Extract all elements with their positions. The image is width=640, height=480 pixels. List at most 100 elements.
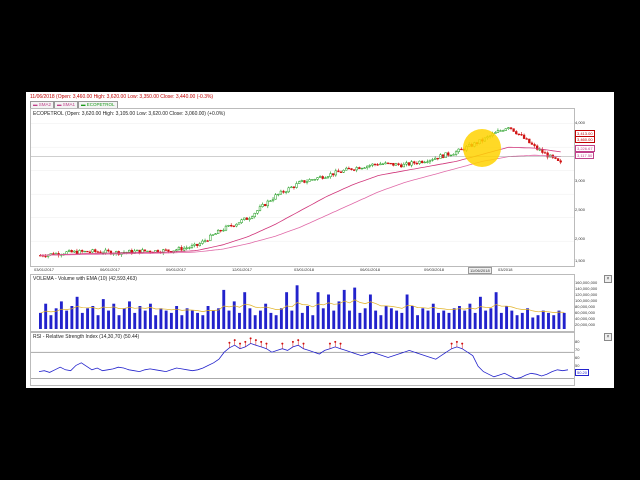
candle [70,250,73,253]
rsi-panel[interactable]: RSI - Relative Strength Index (14,30,70)… [30,332,575,386]
candle [256,210,259,214]
volume-tick: 160,000,000 [575,280,598,285]
candle [292,186,296,188]
candle [107,249,110,252]
candle [352,169,356,171]
price-panel[interactable]: ECOPETROL (Open: 3,620.00 High: 3,105.00… [30,108,575,267]
candle [452,154,455,156]
candle [258,206,262,211]
candle [316,177,319,180]
candle [214,233,217,235]
candle [224,225,228,231]
volume-bar [541,310,545,329]
volume-bar [112,303,116,329]
candle [407,162,411,166]
candle [284,191,288,193]
candle [449,154,453,157]
rsi-signal-marker [254,339,257,342]
candle [67,250,71,252]
rsi-signal-marker [228,341,231,344]
volume-bar [269,312,273,329]
volume-bar [274,315,278,329]
volume-bar [395,310,399,329]
candle [350,168,353,170]
volume-bar [211,310,215,329]
volume-bar [478,296,482,329]
ohlc-readout: 11/06/2018 (Open: 3,460.00 High: 3,620.0… [30,94,214,100]
candle [143,249,147,252]
volume-bar [128,301,131,329]
candle [355,167,358,171]
candle [423,161,426,164]
candle [185,247,188,249]
volume-bar [49,315,53,329]
candle [517,133,521,135]
volume-bar [196,312,200,329]
candle [454,151,458,155]
volume-close-icon[interactable]: × [604,275,612,283]
candle [78,250,81,255]
volume-bar [238,312,241,329]
candle [201,240,204,244]
volume-bar [101,299,105,329]
date-label: 06/01/2018 [360,267,381,272]
candle [303,180,306,183]
candle [245,217,249,220]
volume-bar [473,312,477,329]
volume-bar [201,315,205,329]
volume-bar [547,312,550,329]
candle [148,250,152,253]
candle [410,161,413,166]
volume-bar [138,306,142,329]
volume-panel[interactable]: VOLEMA - Volume with EMA (10) (42,593,46… [30,274,575,332]
volume-bar [526,308,529,329]
candle [138,249,141,254]
volume-bar [180,315,184,329]
candle [311,179,314,181]
candle [198,243,201,246]
volume-bar [253,315,257,329]
candle [504,128,507,131]
volume-chart[interactable] [31,275,574,331]
candle [536,145,539,150]
candle [305,181,309,183]
candle [559,160,562,163]
price-tick: 2,500 [575,207,586,212]
candle [447,152,450,156]
rsi-close-icon[interactable]: × [604,333,612,341]
volume-bar [494,292,498,329]
rsi-chart[interactable] [31,333,574,385]
candle [426,161,429,163]
volume-bar [536,315,540,329]
candle [386,162,390,164]
volume-bar [311,315,315,329]
candle [358,167,361,170]
candle [86,250,89,253]
candle [75,250,79,255]
candle [528,138,531,144]
date-label: 03/01/2018 [294,267,315,272]
candle [261,204,264,207]
candle [389,162,392,165]
tab-sma1-label: SMA1 [62,102,76,107]
candle [99,251,102,254]
volume-bar [279,308,283,329]
candle [525,138,528,140]
volume-bar [122,308,126,329]
candle [128,249,131,253]
candle [146,250,149,253]
candle [180,247,183,251]
volume-bar [290,310,294,329]
candle [318,176,322,178]
volume-axis: 160,000,000 140,000,000 120,000,000 100,… [575,274,611,330]
candle [329,173,332,178]
date-label: 03/2018 [498,267,513,272]
date-cursor-label: 11/06/2018 [468,267,492,274]
volume-bar [227,310,231,329]
volume-bar [91,306,95,329]
candle [418,160,421,164]
volume-bar [206,306,210,329]
candle [308,179,311,182]
volume-bar [169,312,173,329]
candle [360,167,364,170]
